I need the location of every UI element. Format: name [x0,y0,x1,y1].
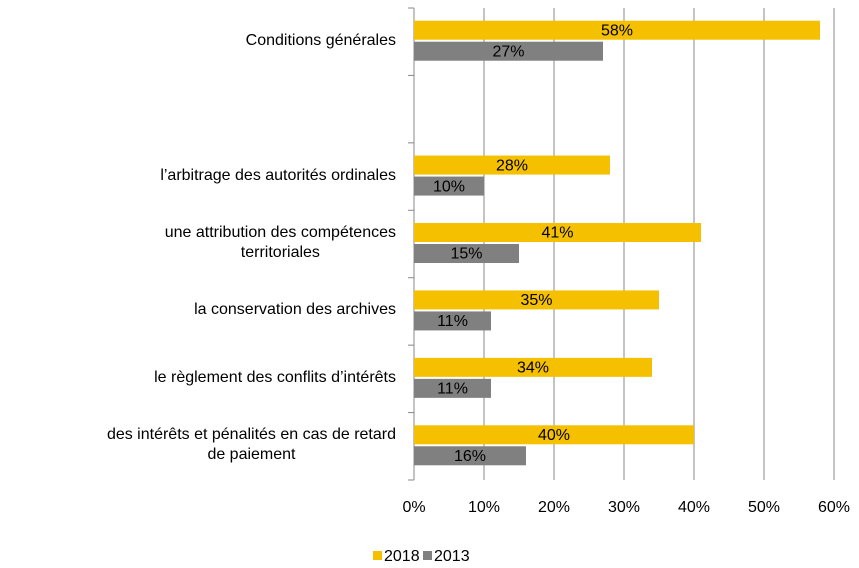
bar [414,290,659,310]
data-label: 40% [538,427,570,444]
data-label: 10% [433,178,465,195]
bar [414,378,491,398]
x-tick-label: 10% [468,499,500,516]
bar [414,244,519,263]
bar [414,425,694,445]
data-label: 27% [492,43,524,60]
bar [414,446,526,466]
data-label: 58% [601,22,633,39]
x-tick-label: 60% [818,499,850,516]
legend-label: 2018 [384,548,420,565]
y-tick-label: l’arbitrage des autorités ordinales [160,166,396,184]
bar [414,41,603,61]
data-label: 15% [450,246,482,263]
y-tick-label: une attribution des compétences territor… [164,224,396,261]
x-tick-label: 0% [402,499,425,516]
data-label: 28% [496,157,528,174]
bar [414,20,820,40]
bar [414,311,491,331]
bar [414,357,652,377]
bar [414,176,484,196]
data-label: 11% [437,313,468,330]
y-tick-label: le règlement des conflits d’intérêts [154,368,396,386]
legend-label: 2013 [434,548,470,565]
x-tick-label: 30% [608,499,640,516]
y-tick-label: la conservation des archives [194,301,396,319]
data-label: 11% [437,381,468,398]
y-tick-label: des intérêts et pénalités en cas de reta… [106,426,396,464]
bar [414,155,610,175]
legend-swatch [373,551,382,560]
data-label: 34% [517,360,549,377]
data-label: 35% [520,292,552,309]
data-label: 41% [541,225,573,242]
bar [414,223,701,242]
data-label: 16% [454,448,486,465]
legend-swatch [423,551,432,560]
y-tick-label: Conditions générales [245,31,396,49]
x-tick-label: 40% [678,499,710,516]
x-tick-label: 20% [538,499,570,516]
x-tick-label: 50% [748,499,780,516]
